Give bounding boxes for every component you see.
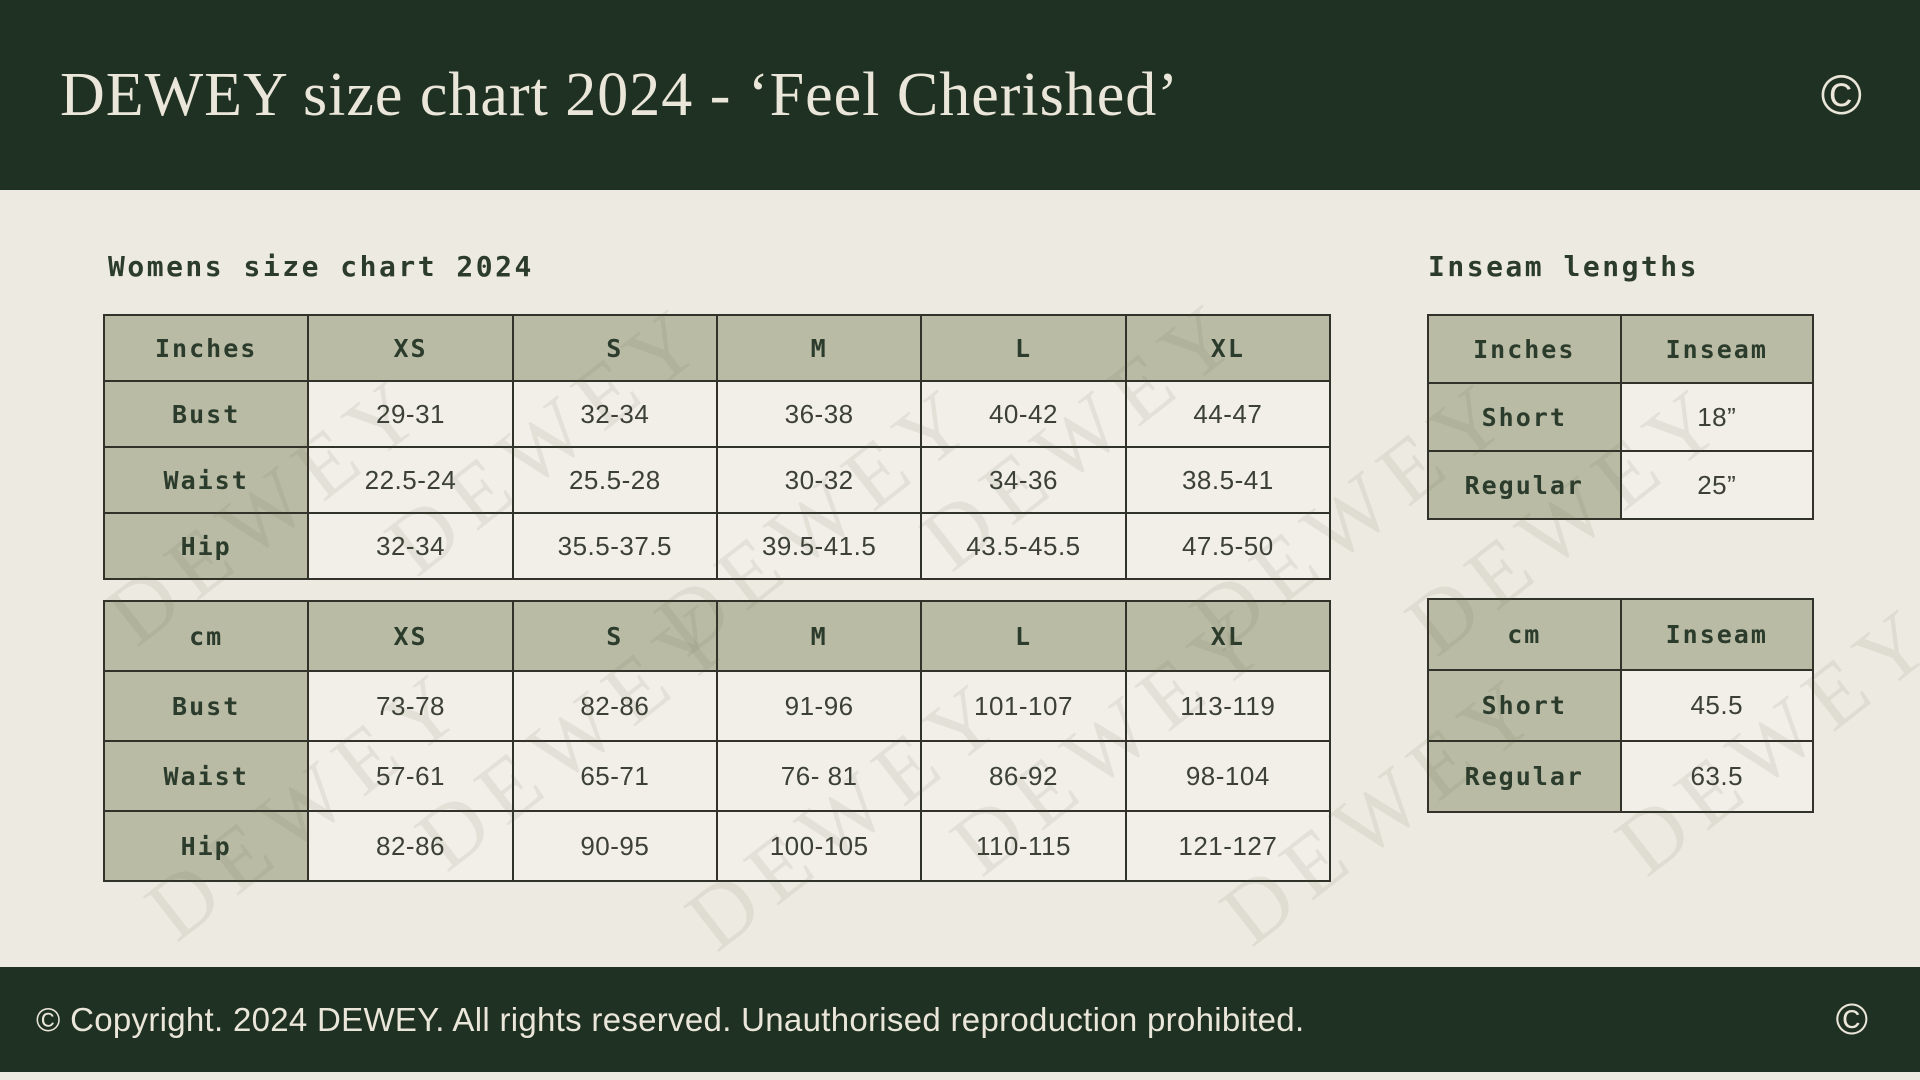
table-row: Short 45.5: [1427, 669, 1814, 742]
size-value-cell: 73-78: [307, 670, 514, 742]
size-value-cell: 65-71: [511, 740, 718, 812]
table-row: Bust 73-78 82-86 91-96 101-107 113-119: [102, 670, 1332, 742]
column-header: Inches: [102, 314, 310, 382]
size-value-cell: 39.5-41.5: [715, 512, 923, 580]
row-label: Waist: [102, 446, 310, 514]
column-header: S: [511, 600, 718, 672]
size-value-cell: 43.5-45.5: [920, 512, 1127, 580]
table-row: Waist 22.5-24 25.5-28 30-32 34-36 38.5-41: [102, 446, 1332, 514]
table-row: Hip 82-86 90-95 100-105 110-115 121-127: [102, 810, 1332, 882]
size-value-cell: 18”: [1619, 382, 1814, 452]
column-header: L: [920, 600, 1127, 672]
size-value-cell: 32-34: [511, 380, 718, 448]
column-header: Inches: [1427, 314, 1622, 384]
size-value-cell: 35.5-37.5: [511, 512, 718, 580]
column-header: Inseam: [1619, 314, 1814, 384]
table-row: Regular 63.5: [1427, 740, 1814, 813]
table-row: Waist 57-61 65-71 76- 81 86-92 98-104: [102, 740, 1332, 812]
column-header: Inseam: [1619, 598, 1814, 671]
table-row: Short 18”: [1427, 382, 1814, 452]
row-label: Short: [1427, 669, 1622, 742]
row-label: Bust: [102, 380, 310, 448]
column-header: L: [920, 314, 1127, 382]
size-value-cell: 29-31: [307, 380, 514, 448]
footer-bar: © Copyright. 2024 DEWEY. All rights rese…: [0, 967, 1920, 1072]
column-header: S: [511, 314, 718, 382]
womens-cm-table: cm XS S M L XL Bust 73-78 82-86 91-96 101-107 113-1…: [102, 600, 1332, 882]
column-header: cm: [102, 600, 310, 672]
size-value-cell: 91-96: [715, 670, 923, 742]
column-header: XL: [1124, 600, 1332, 672]
table-row: Hip 32-34 35.5-37.5 39.5-41.5 43.5-45.5 47.5-…: [102, 512, 1332, 580]
table-row: Bust 29-31 32-34 36-38 40-42 44-47: [102, 380, 1332, 448]
size-value-cell: 44-47: [1124, 380, 1332, 448]
inseam-lengths-heading: Inseam lengths: [1428, 250, 1700, 283]
row-label: Hip: [102, 810, 310, 882]
header-row: Inches XS S M L XL: [102, 314, 1332, 382]
header-bar: DEWEY size chart 2024 - ‘Feel Cherished’…: [0, 0, 1920, 190]
page-title: DEWEY size chart 2024 - ‘Feel Cherished’: [60, 60, 1179, 129]
size-value-cell: 113-119: [1124, 670, 1332, 742]
size-value-cell: 36-38: [715, 380, 923, 448]
size-value-cell: 32-34: [307, 512, 514, 580]
size-value-cell: 22.5-24: [307, 446, 514, 514]
header-row: cm Inseam: [1427, 598, 1814, 671]
inseam-inches-table: Inches Inseam Short 18” Regular 25”: [1427, 314, 1814, 520]
size-value-cell: 76- 81: [715, 740, 923, 812]
size-value-cell: 38.5-41: [1124, 446, 1332, 514]
copyright-icon: ©: [1820, 63, 1862, 126]
size-value-cell: 98-104: [1124, 740, 1332, 812]
size-value-cell: 63.5: [1619, 740, 1814, 813]
row-label: Short: [1427, 382, 1622, 452]
size-value-cell: 82-86: [511, 670, 718, 742]
footer-copyright-text: © Copyright. 2024 DEWEY. All rights rese…: [36, 1000, 1305, 1038]
column-header: XS: [307, 314, 514, 382]
column-header: M: [715, 600, 923, 672]
inseam-cm-table: cm Inseam Short 45.5 Regular 63.5: [1427, 598, 1814, 813]
size-value-cell: 47.5-50: [1124, 512, 1332, 580]
size-value-cell: 86-92: [920, 740, 1127, 812]
header-row: Inches Inseam: [1427, 314, 1814, 384]
header-row: cm XS S M L XL: [102, 600, 1332, 672]
size-value-cell: 57-61: [307, 740, 514, 812]
column-header: M: [715, 314, 923, 382]
womens-inches-table: Inches XS S M L XL Bust 29-31 32-34 36-38 40-42 44-…: [102, 314, 1332, 580]
row-label: Regular: [1427, 740, 1622, 813]
size-value-cell: 25.5-28: [511, 446, 718, 514]
row-label: Waist: [102, 740, 310, 812]
row-label: Regular: [1427, 450, 1622, 520]
size-value-cell: 110-115: [920, 810, 1127, 882]
size-value-cell: 100-105: [715, 810, 923, 882]
row-label: Hip: [102, 512, 310, 580]
column-header: cm: [1427, 598, 1622, 671]
column-header: XL: [1124, 314, 1332, 382]
womens-size-chart-heading: Womens size chart 2024: [108, 250, 534, 283]
size-value-cell: 34-36: [920, 446, 1127, 514]
table-row: Regular 25”: [1427, 450, 1814, 520]
size-value-cell: 90-95: [511, 810, 718, 882]
column-header: XS: [307, 600, 514, 672]
size-value-cell: 101-107: [920, 670, 1127, 742]
size-value-cell: 45.5: [1619, 669, 1814, 742]
row-label: Bust: [102, 670, 310, 742]
size-value-cell: 121-127: [1124, 810, 1332, 882]
size-value-cell: 40-42: [920, 380, 1127, 448]
size-value-cell: 30-32: [715, 446, 923, 514]
size-value-cell: 25”: [1619, 450, 1814, 520]
size-value-cell: 82-86: [307, 810, 514, 882]
copyright-icon: ©: [1835, 994, 1868, 1044]
